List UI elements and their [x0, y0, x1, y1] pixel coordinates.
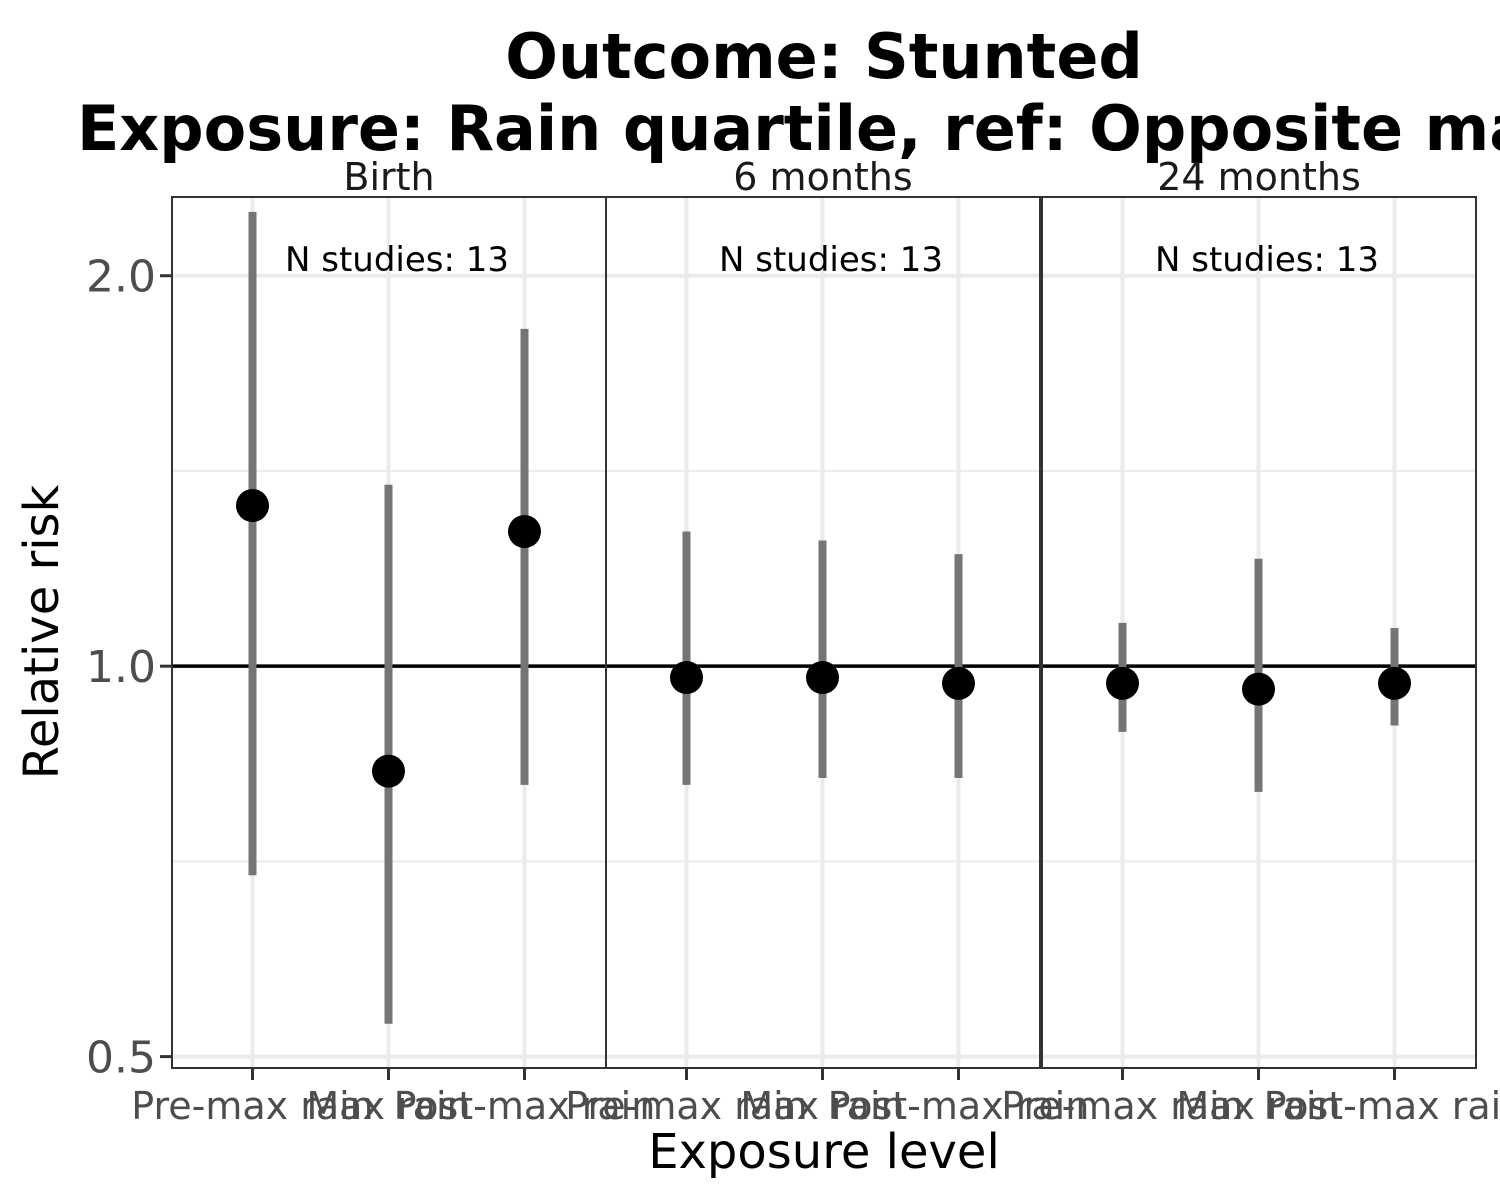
n-studies-annotation: N studies: 13 [285, 240, 509, 280]
y-axis-label: Relative risk [14, 484, 70, 779]
x-tick-label: Max rain [740, 1084, 904, 1128]
strip-label: Birth [343, 155, 434, 199]
x-tick-label: Post-max rain [1264, 1084, 1500, 1128]
y-axis: 0.5 1.0 2.0 [86, 252, 172, 1084]
data-point [806, 661, 839, 695]
y-tick-label: 2.0 [86, 252, 156, 303]
data-point [942, 666, 975, 700]
chart-subtitle: Exposure: Rain quartile, ref: Opposite m… [77, 92, 1500, 165]
n-studies-annotation: N studies: 13 [719, 240, 943, 280]
data-point [508, 515, 541, 549]
data-point [670, 661, 703, 695]
x-tick-label: Max rain [1176, 1084, 1340, 1128]
x-tick-label: Post-max rain [394, 1084, 656, 1128]
y-tick-label: 1.0 [86, 642, 156, 693]
x-axis-label: Exposure level [648, 1124, 1000, 1180]
x-tick-label: Max rain [306, 1084, 470, 1128]
chart-title: Outcome: Stunted [505, 20, 1143, 93]
data-point [1242, 672, 1275, 706]
data-point [1106, 666, 1139, 700]
data-point [1378, 666, 1411, 700]
x-tick-label: Post-max rain [828, 1084, 1090, 1128]
n-studies-annotation: N studies: 13 [1155, 240, 1379, 280]
strip-label: 24 months [1157, 155, 1361, 199]
x-tick-label: Pre-max rain [565, 1084, 808, 1128]
x-tick-label: Pre-max rain [131, 1084, 374, 1128]
y-tick-label: 0.5 [86, 1033, 156, 1084]
data-point [372, 754, 405, 788]
strip-label: 6 months [733, 155, 912, 199]
data-point [236, 489, 269, 523]
x-tick-label: Pre-max rain [1001, 1084, 1244, 1128]
